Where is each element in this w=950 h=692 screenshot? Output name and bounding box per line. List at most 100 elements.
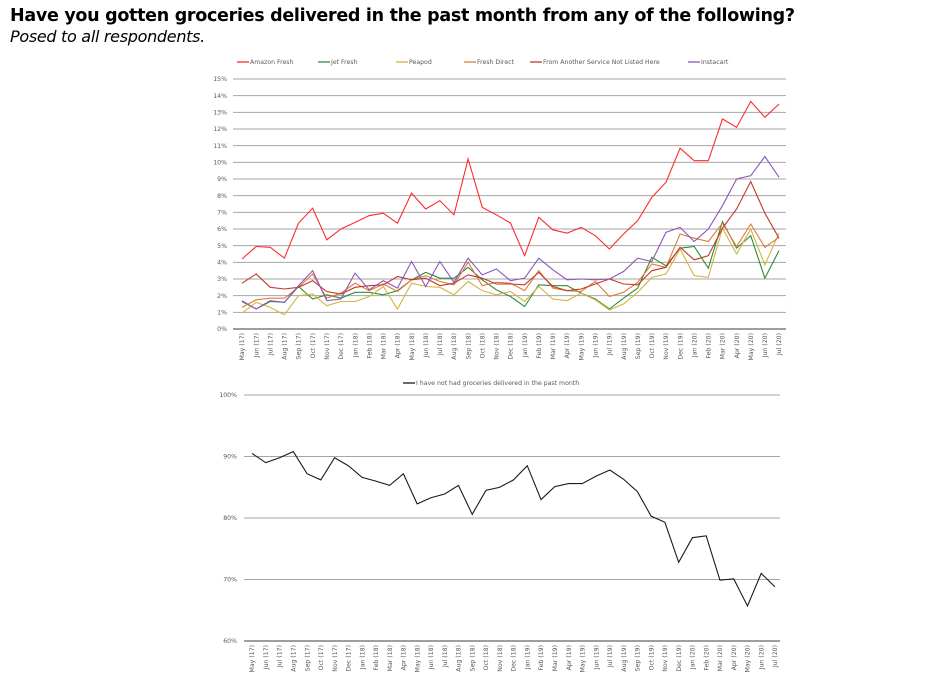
top-chart-x-tick-label: Nov (18): [494, 333, 501, 360]
bottom-chart-x-tick-label: Oct (18): [483, 645, 490, 670]
top-chart-x-tick-label: Dec (17): [338, 333, 345, 360]
top-chart-x-tick-label: Jun (18): [423, 333, 430, 358]
top-chart-series-line-fresh-direct: [241, 222, 780, 308]
bottom-chart-x-tick-label: Aug (18): [456, 645, 463, 672]
top-chart-x-tick-label: Oct (17): [310, 333, 317, 358]
top-chart-x-tick-label: Nov (19): [663, 333, 670, 360]
top-chart-x-tick-label: Sep (18): [465, 333, 472, 359]
top-chart-y-tick-label: 14%: [213, 93, 227, 100]
top-chart-legend-label: Jet Fresh: [330, 59, 358, 66]
bottom-chart-x-tick-label: Apr (18): [401, 645, 408, 670]
top-chart-y-tick-label: 3%: [217, 276, 227, 283]
bottom-chart-x-tick-label: Jul (18): [442, 645, 449, 668]
top-chart-x-tick-label: May (18): [409, 333, 416, 360]
bottom-chart-x-tick-label: May (19): [580, 645, 587, 672]
bottom-chart-x-tick-label: Jul (19): [607, 645, 614, 668]
top-chart-legend-label: Fresh Direct: [477, 59, 515, 66]
page-subtitle: Posed to all respondents.: [10, 27, 205, 46]
bottom-chart-x-tick-label: Apr (20): [731, 645, 738, 670]
top-chart-y-tick-label: 5%: [217, 243, 227, 250]
bottom-chart-x-tick-label: Aug (19): [621, 645, 628, 672]
top-chart-x-tick-label: Aug (18): [451, 333, 458, 360]
top-chart-y-tick-label: 8%: [217, 193, 227, 200]
top-chart-legend-label: Peapod: [409, 59, 432, 66]
top-chart-x-tick-label: Apr (20): [734, 333, 741, 358]
bottom-chart-y-tick-label: 100%: [219, 392, 237, 399]
bottom-chart-x-tick-label: Sep (19): [635, 645, 642, 671]
bottom-chart-x-tick-label: Dec (18): [511, 645, 518, 672]
top-chart-x-tick-label: Dec (19): [677, 333, 684, 360]
bottom-chart-x-tick-label: Jul (20): [772, 645, 779, 668]
top-chart-x-tick-label: Jul (20): [776, 333, 783, 356]
top-chart-x-tick-label: Oct (19): [649, 333, 656, 358]
bottom-chart-x-tick-label: Jul (17): [277, 645, 284, 668]
bottom-chart-x-tick-label: Apr (19): [566, 645, 573, 670]
top-chart-x-tick-label: Jun (20): [762, 333, 769, 358]
bottom-chart-x-tick-label: Jun (20): [758, 645, 765, 670]
bottom-chart-x-tick-label: Sep (17): [304, 645, 311, 671]
bottom-chart-x-tick-label: Feb (19): [538, 645, 545, 671]
top-chart-legend-label: Amazon Fresh: [250, 59, 294, 66]
bottom-chart-x-tick-label: Jan (20): [690, 645, 697, 670]
bottom-chart-y-tick-label: 90%: [223, 454, 237, 461]
top-chart-x-tick-label: Jan (18): [352, 333, 359, 358]
top-chart-series-line-amazon-fresh: [241, 100, 780, 260]
top-chart-y-tick-label: 13%: [213, 110, 227, 117]
top-chart-x-tick-label: Apr (18): [395, 333, 402, 358]
bottom-chart-x-tick-label: Aug (17): [290, 645, 297, 672]
top-chart-x-tick-label: Jul (19): [607, 333, 614, 356]
top-chart-x-tick-label: Sep (19): [635, 333, 642, 359]
bottom-chart-x-tick-label: Jan (19): [524, 645, 531, 670]
bottom-chart-x-tick-label: Mar (18): [387, 645, 394, 671]
bottom-chart-x-tick-label: Mar (19): [552, 645, 559, 671]
bottom-chart-x-tick-label: Dec (19): [676, 645, 683, 672]
top-chart-y-tick-label: 7%: [217, 210, 227, 217]
bottom-chart-x-tick-label: May (18): [414, 645, 421, 672]
top-chart-x-tick-label: Jan (20): [691, 333, 698, 358]
bottom-chart-x-tick-label: Oct (17): [318, 645, 325, 670]
top-chart-x-tick-label: Jun (19): [592, 333, 599, 358]
bottom-chart-y-tick-label: 80%: [223, 515, 237, 522]
top-chart-y-tick-label: 12%: [213, 126, 227, 133]
top-chart-x-tick-label: Sep (17): [296, 333, 303, 359]
top-chart-y-tick-label: 15%: [213, 76, 227, 83]
top-chart-y-tick-label: 1%: [217, 310, 227, 317]
bottom-chart-x-tick-label: May (17): [249, 645, 256, 672]
top-chart-x-tick-label: Feb (19): [536, 333, 543, 359]
bottom-chart-x-tick-label: Jun (18): [428, 645, 435, 670]
top-chart-x-tick-label: Apr (19): [564, 333, 571, 358]
top-chart-x-tick-label: Mar (20): [720, 333, 727, 359]
top-chart-y-tick-label: 0%: [217, 326, 227, 333]
top-chart-y-tick-label: 6%: [217, 226, 227, 233]
bottom-chart-x-tick-label: May (20): [745, 645, 752, 672]
top-chart-x-tick-label: Aug (19): [621, 333, 628, 360]
bottom-chart-x-tick-label: Mar (20): [717, 645, 724, 671]
bottom-chart-x-tick-label: Nov (17): [332, 645, 339, 672]
top-chart-x-tick-label: Dec (18): [508, 333, 515, 360]
top-chart-x-tick-label: Oct (18): [479, 333, 486, 358]
bottom-chart-legend-label: I have not had groceries delivered in th…: [416, 380, 579, 387]
bottom-chart-x-tick-label: Dec (17): [346, 645, 353, 672]
top-chart-x-tick-label: Feb (18): [366, 333, 373, 359]
top-chart-x-tick-label: Aug (17): [282, 333, 289, 360]
top-chart-series-line-peapod: [241, 226, 780, 316]
top-chart-x-tick-label: Nov (17): [324, 333, 331, 360]
bottom-chart-x-tick-label: Oct (19): [648, 645, 655, 670]
top-chart-x-tick-label: May (20): [748, 333, 755, 360]
bottom-chart-x-tick-label: Jun (19): [593, 645, 600, 670]
bottom-chart-y-tick-label: 60%: [223, 638, 237, 645]
top-chart-series-line-from-another-service-not-listed-here: [241, 180, 780, 295]
bottom-chart-x-tick-label: Jun (17): [263, 645, 270, 670]
top-chart-x-tick-label: Mar (19): [550, 333, 557, 359]
top-chart-x-tick-label: Feb (20): [706, 333, 713, 359]
top-chart-y-tick-label: 9%: [217, 176, 227, 183]
bottom-chart-x-tick-label: Nov (19): [662, 645, 669, 672]
bottom-chart-x-tick-label: Jan (18): [359, 645, 366, 670]
top-chart-x-tick-label: Jul (17): [267, 333, 274, 356]
bottom-chart-x-tick-label: Sep (18): [469, 645, 476, 671]
top-chart-y-tick-label: 11%: [213, 143, 227, 150]
bottom-chart-series-line-i-have-not-had-groceries-delivered-in-the-past-month: [251, 450, 776, 608]
top-chart-x-tick-label: Jul (18): [437, 333, 444, 356]
top-chart-legend-label: From Another Service Not Listed Here: [543, 59, 660, 66]
